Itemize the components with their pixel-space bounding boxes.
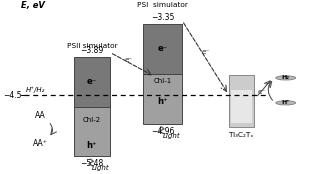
Text: e⁻: e⁻ [257, 89, 266, 95]
Text: −3.35: −3.35 [151, 13, 174, 22]
Text: E, eV: E, eV [21, 1, 45, 10]
Bar [143, 74, 182, 124]
Text: e⁻: e⁻ [125, 57, 134, 63]
Text: h⁺: h⁺ [87, 141, 97, 150]
Circle shape [276, 76, 296, 80]
Bar [74, 57, 110, 107]
Text: AA⁺: AA⁺ [33, 140, 48, 148]
Bar [74, 107, 110, 156]
Bar [231, 90, 252, 123]
Text: Light: Light [163, 133, 180, 139]
Text: Ti₃C₂Tₓ: Ti₃C₂Tₓ [229, 132, 254, 137]
Text: Chl-1: Chl-1 [154, 78, 172, 84]
Text: e⁻: e⁻ [87, 77, 97, 86]
Text: −5.48: −5.48 [80, 159, 104, 168]
Text: PSII simulator: PSII simulator [66, 43, 117, 49]
Text: AA: AA [36, 111, 46, 120]
Text: PSI  simulator: PSI simulator [137, 2, 188, 8]
Text: h⁺: h⁺ [157, 97, 168, 106]
Bar [143, 24, 182, 74]
Text: −4.5: −4.5 [3, 91, 21, 100]
Text: e⁻: e⁻ [201, 49, 210, 55]
Text: H⁺/H₂: H⁺/H₂ [26, 86, 45, 93]
Text: e⁻: e⁻ [158, 44, 168, 53]
Text: H⁺: H⁺ [281, 100, 290, 105]
Text: Chl-2: Chl-2 [83, 117, 101, 123]
Text: Light: Light [92, 165, 110, 171]
Text: H₂: H₂ [282, 75, 290, 80]
Circle shape [276, 101, 296, 105]
Text: −3.89: −3.89 [80, 46, 104, 56]
Text: −4.96: −4.96 [151, 126, 174, 136]
Bar [229, 75, 254, 126]
